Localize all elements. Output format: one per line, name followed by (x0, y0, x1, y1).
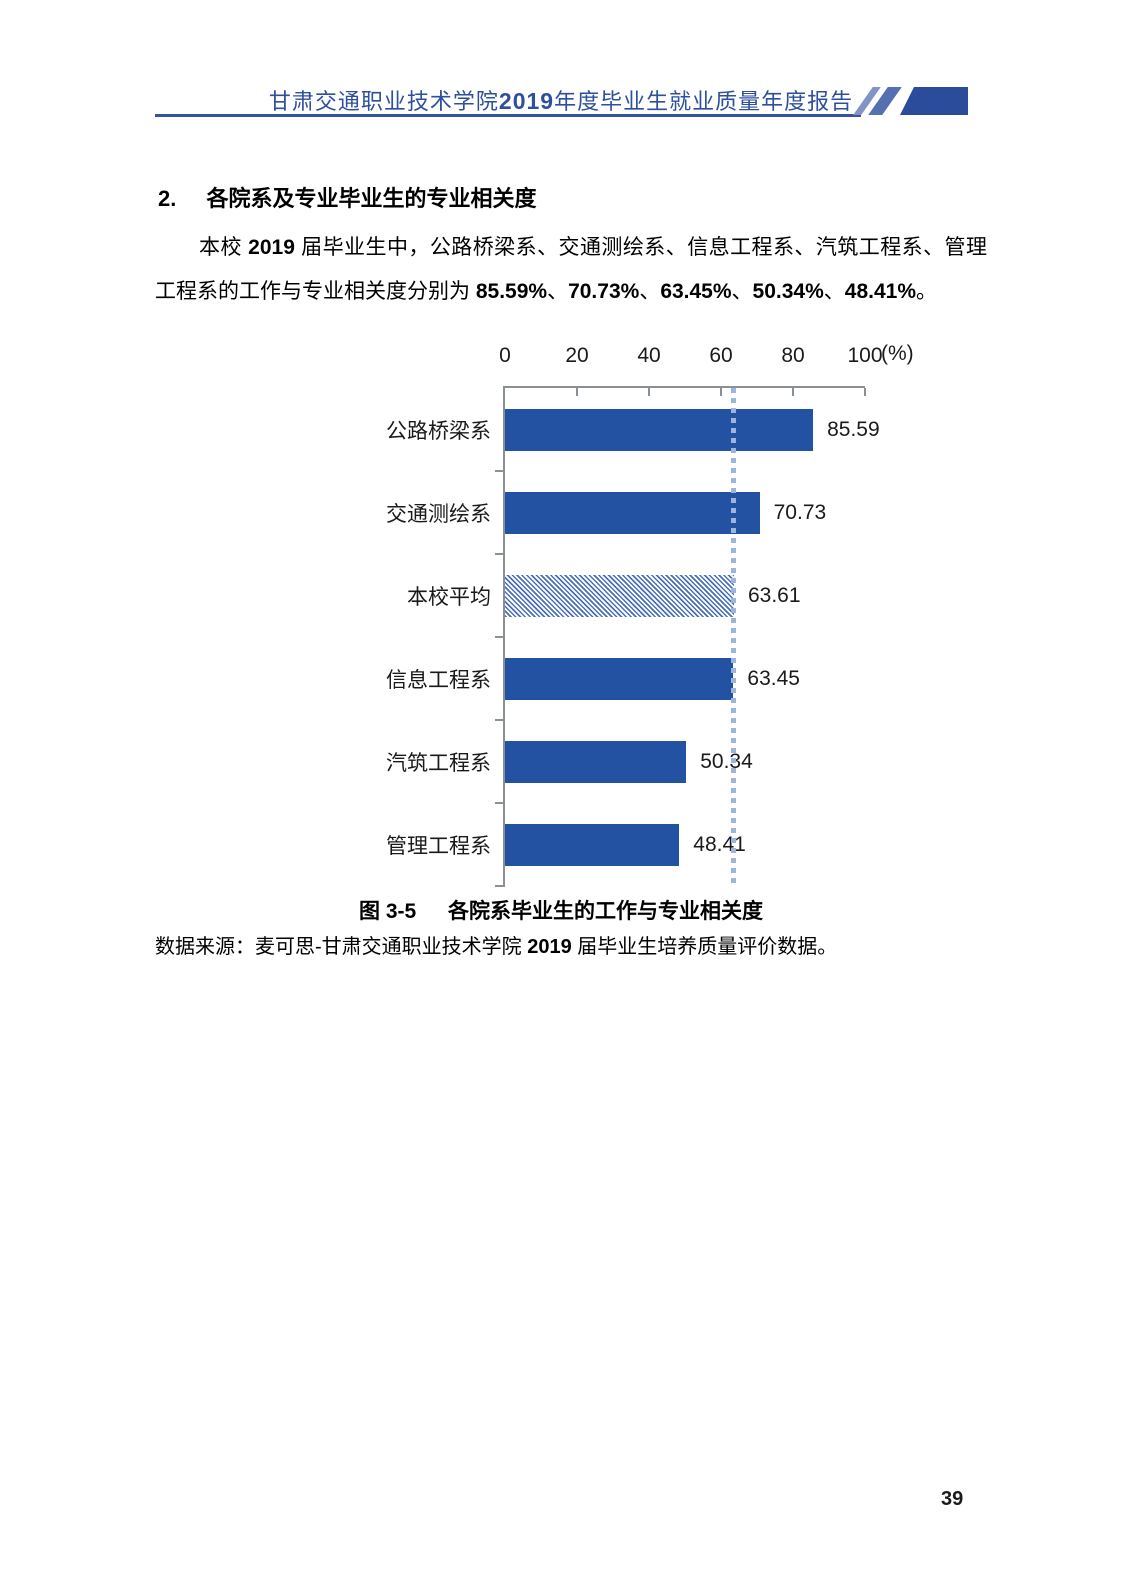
y-axis-tick-mark (495, 719, 505, 721)
department-bar (505, 491, 760, 534)
figure-caption-label: 图 3-5 (358, 900, 417, 923)
text-segment: 数据来源：麦可思-甘肃交通职业技术学院 (155, 936, 528, 958)
x-axis-tick-mark (720, 388, 722, 396)
x-axis-tick-label: 80 (781, 344, 805, 367)
text-segment: 2019 (498, 88, 555, 114)
text-segment: 届毕业生中，公路桥梁系、交通测绘系、信息工程系、汽筑工程系、管理工程系的工作与专… (155, 236, 987, 303)
text-segment: 2019 (248, 236, 295, 259)
section-number: 2. (158, 186, 177, 211)
x-axis-tick-mark (576, 388, 578, 396)
y-axis-tick-mark (495, 802, 505, 804)
category-label: 汽筑工程系 (386, 751, 491, 775)
y-axis-tick-mark (495, 885, 505, 887)
department-bar (505, 740, 687, 783)
x-axis-tick-label: 0 (499, 344, 511, 367)
text-segment: 85.59% (475, 280, 548, 303)
department-bar (505, 657, 734, 700)
y-axis-tick-mark (495, 553, 505, 555)
text-segment: 2019 (527, 936, 572, 958)
text-segment: 50.34% (752, 280, 824, 303)
category-label: 交通测绘系 (386, 502, 491, 526)
category-label: 公路桥梁系 (386, 419, 491, 443)
value-label: 50.34 (700, 749, 753, 773)
average-reference-line (731, 388, 737, 886)
category-label: 管理工程系 (386, 834, 491, 858)
section-heading: 2. 各院系及专业毕业生的专业相关度 (158, 181, 537, 213)
text-segment: 70.73% (568, 280, 640, 303)
figure-caption-title: 各院系毕业生的工作与专业相关度 (448, 900, 764, 923)
department-bar (505, 823, 680, 866)
value-label: 70.73 (773, 500, 827, 524)
text-segment: 、 (639, 280, 661, 303)
chart-y-axis (495, 388, 865, 887)
value-label: 63.61 (747, 583, 801, 607)
x-axis-tick-label: 20 (565, 344, 589, 367)
text-segment: 届毕业生培养质量评价数据。 (571, 936, 838, 958)
x-axis-tick-mark (648, 388, 650, 396)
y-axis-tick-mark (495, 470, 505, 472)
bar-chart: 0 20 40 60 80 100 (%) 公路桥梁系 85.59 交通测绘系 70.73 本校平均… (386, 342, 914, 887)
text-segment: 63.45% (660, 280, 732, 303)
text-segment: 年度毕业生就业质量年度报告 (554, 89, 854, 114)
body-paragraph: 本校 2019 届毕业生中，公路桥梁系、交通测绘系、信息工程系、汽筑工程系、管理… (155, 226, 987, 314)
text-segment: 。 (916, 280, 938, 303)
x-axis-unit-label: (%) (881, 342, 914, 365)
section-title: 各院系及专业毕业生的专业相关度 (206, 186, 537, 211)
figure-caption: 图 3-5 各院系毕业生的工作与专业相关度 (0, 895, 1122, 925)
chart-bars-layer: 公路桥梁系 85.59 交通测绘系 70.73 本校平均 63.61 信息工程系 63.45 汽… (386, 388, 880, 886)
value-label: 63.45 (747, 666, 800, 690)
text-segment: 48.41% (844, 280, 917, 303)
text-segment: 甘肃交通职业技术学院 (268, 89, 499, 114)
text-segment: 、 (731, 280, 753, 303)
average-bar (505, 574, 734, 617)
x-axis-tick-mark (792, 388, 794, 396)
text-segment: 、 (547, 280, 569, 303)
x-axis-tick-label: 40 (637, 344, 661, 367)
text-segment: 、 (823, 280, 845, 303)
value-label: 48.41 (693, 832, 746, 856)
header-title: 甘肃交通职业技术学院2019年度毕业生就业质量年度报告 (0, 84, 1122, 116)
text-segment: 本校 (199, 236, 249, 259)
department-bar (505, 408, 814, 451)
header-underline (155, 114, 861, 117)
value-label: 85.59 (827, 417, 880, 441)
page-number: 39 (941, 1488, 964, 1510)
x-axis-tick-label: 60 (709, 344, 733, 367)
data-source-note: 数据来源：麦可思-甘肃交通职业技术学院 2019 届毕业生培养质量评价数据。 (155, 930, 837, 959)
category-label: 本校平均 (407, 585, 491, 609)
x-axis-tick-mark (864, 388, 866, 396)
category-label: 信息工程系 (386, 668, 491, 692)
chart-x-axis: 0 20 40 60 80 100 (%) (499, 342, 914, 886)
y-axis-tick-mark (495, 636, 505, 638)
x-axis-tick-label: 100 (847, 344, 883, 367)
